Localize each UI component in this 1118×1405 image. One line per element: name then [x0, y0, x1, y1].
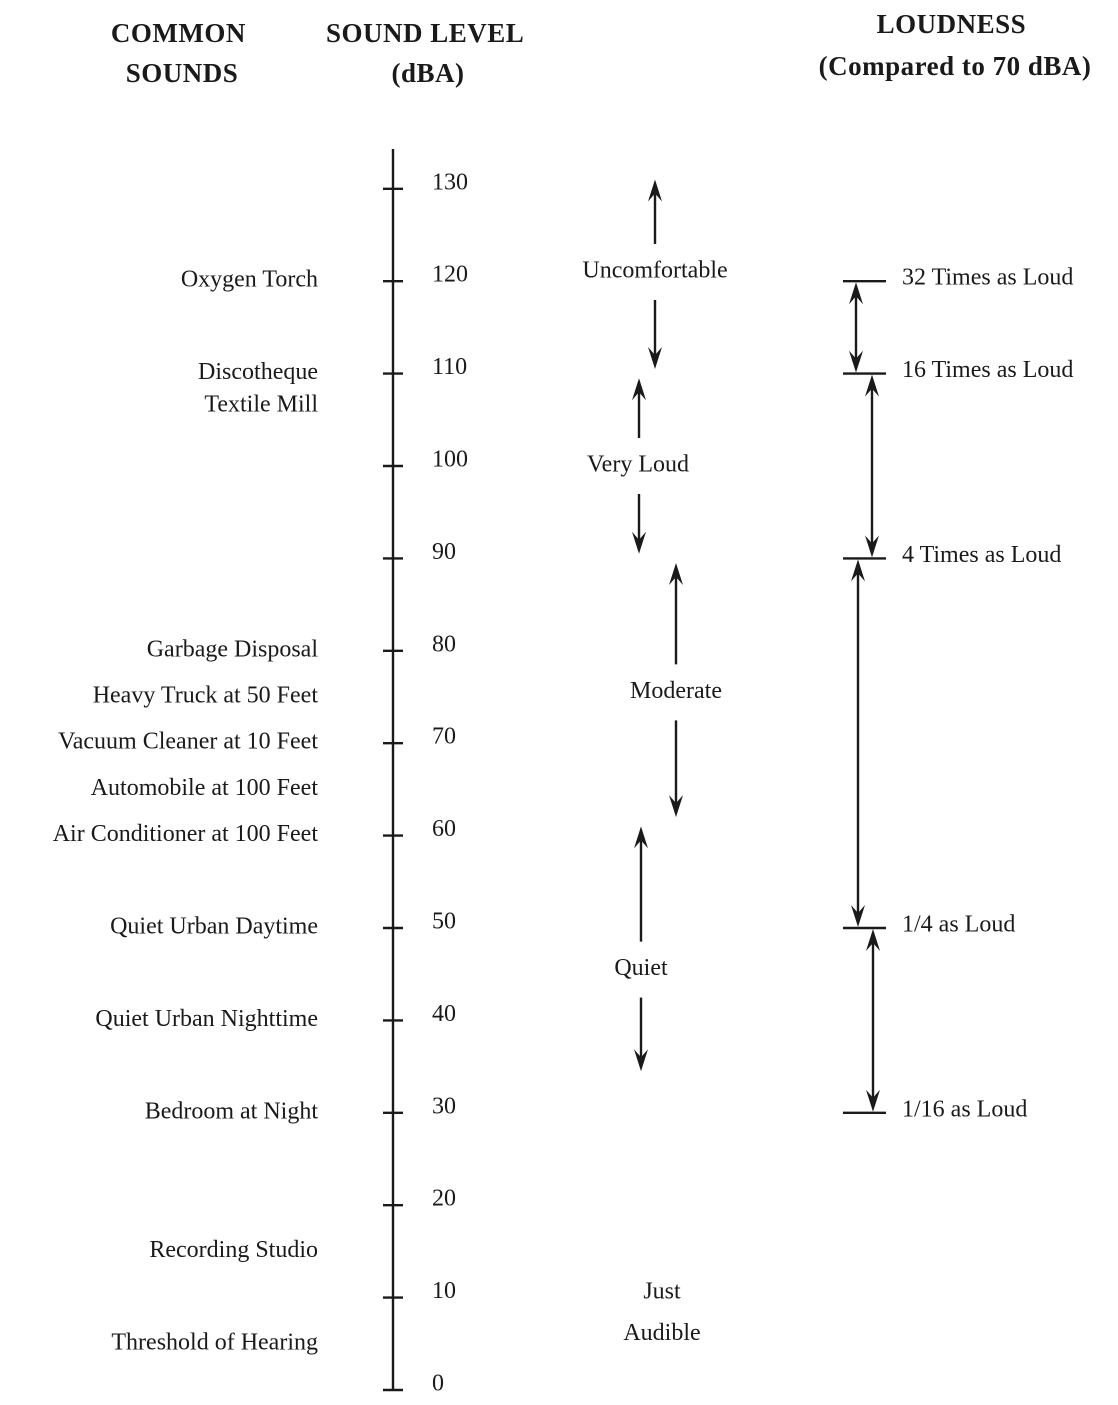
loudness-level-label: 16 Times as Loud [902, 357, 1073, 383]
axis-tick-label: 80 [432, 631, 456, 657]
common-sound-label: Automobile at 100 Feet [91, 775, 319, 801]
common-sound-label: Oxygen Torch [181, 267, 318, 293]
loudness-comparison: 32 Times as Loud 16 Times as Loud 4 Times … [843, 265, 1073, 1122]
axis-tick-label: 110 [432, 354, 467, 380]
loudness-span-arrowhead-up [851, 559, 865, 582]
category-arrowhead-up [648, 179, 662, 202]
loudness-span-arrowhead-down [849, 350, 863, 373]
loudness-span-arrowhead-down [851, 905, 865, 927]
axis-tick-label: 60 [432, 816, 456, 842]
category-label: Very Loud [587, 452, 689, 478]
loudness-categories: Uncomfortable Very Loud Moderate Quiet Just A… [582, 179, 728, 1346]
category-label: Audible [623, 1320, 700, 1346]
category-arrowhead-down [634, 1049, 648, 1072]
category-label: Quiet [614, 955, 668, 981]
axis-tick-label: 100 [432, 447, 468, 473]
loudness-span-arrowhead-up [849, 282, 863, 305]
common-sounds-header: COMMON SOUNDS [111, 18, 253, 88]
loudness-level-label: 1/4 as Loud [902, 912, 1015, 938]
axis-tick-label: 90 [432, 539, 456, 565]
sound-level-header-line2: (dBA) [391, 58, 464, 88]
common-sound-label: Quiet Urban Nighttime [95, 1006, 318, 1032]
common-sound-label: Threshold of Hearing [111, 1329, 318, 1355]
common-sounds-header-line1: COMMON [111, 18, 246, 48]
category-label: Just [643, 1278, 681, 1304]
common-sound-label: Discotheque [198, 359, 318, 385]
axis-tick-label: 10 [432, 1278, 456, 1304]
loudness-level-label: 1/16 as Loud [902, 1096, 1027, 1122]
category-arrowhead-up [632, 378, 646, 401]
loudness-header: LOUDNESS (Compared to 70 dBA) [819, 9, 1092, 81]
common-sound-label: Quiet Urban Daytime [110, 914, 318, 940]
axis-tick-label: 70 [432, 724, 456, 750]
axis-tick-label: 0 [432, 1371, 444, 1397]
category-arrowhead-down [669, 795, 683, 818]
common-sound-label: Air Conditioner at 100 Feet [53, 821, 319, 847]
common-sound-label: Vacuum Cleaner at 10 Feet [58, 729, 318, 755]
common-sounds-header-line2: SOUNDS [126, 58, 239, 88]
loudness-level-label: 32 Times as Loud [902, 265, 1073, 291]
axis-tick-label: 20 [432, 1186, 456, 1212]
loudness-span-arrowhead-up [865, 374, 879, 397]
common-sound-label: Textile Mill [204, 391, 318, 417]
category-label: Uncomfortable [582, 257, 727, 283]
axis-tick-label: 40 [432, 1001, 456, 1027]
loudness-level-label: 4 Times as Loud [902, 542, 1061, 568]
axis-tick-label: 120 [432, 262, 468, 288]
category-arrowhead-up [634, 826, 648, 849]
category-label: Moderate [630, 678, 722, 704]
axis-tick-label: 130 [432, 169, 468, 195]
common-sound-label: Bedroom at Night [145, 1098, 319, 1124]
axis-tick-label: 50 [432, 909, 456, 935]
axis-tick-label: 30 [432, 1093, 456, 1119]
loudness-span-arrowhead-down [865, 535, 879, 558]
sound-level-header: SOUND LEVEL (dBA) [326, 18, 530, 88]
loudness-span-arrowhead-down [866, 1089, 880, 1112]
loudness-span-arrowhead-up [866, 929, 880, 951]
common-sound-label: Recording Studio [149, 1237, 318, 1263]
category-arrowhead-down [632, 531, 646, 554]
common-sound-label: Heavy Truck at 50 Feet [93, 683, 319, 709]
common-sounds-list: Oxygen Torch Discotheque Textile Mill Garba… [53, 267, 319, 1356]
loudness-header-line1: LOUDNESS [877, 9, 1027, 39]
category-arrowhead-up [669, 563, 683, 586]
sound-level-header-line1: SOUND LEVEL [326, 18, 523, 48]
category-arrowhead-down [648, 346, 662, 369]
loudness-header-line2: (Compared to 70 dBA) [819, 51, 1092, 81]
common-sound-label: Garbage Disposal [147, 636, 319, 662]
